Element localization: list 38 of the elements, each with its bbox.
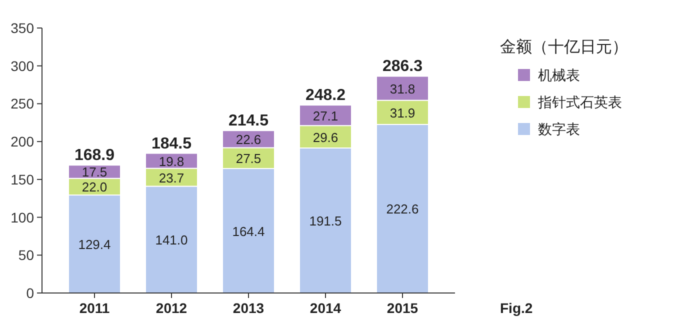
data-label: 31.9	[390, 105, 416, 120]
total-label: 214.5	[228, 112, 269, 130]
y-tick-label: 300	[10, 58, 34, 74]
data-label: 31.8	[390, 81, 416, 96]
legend-label: 数字表	[538, 121, 580, 137]
total-label: 248.2	[305, 87, 346, 104]
data-label: 22.6	[236, 132, 262, 148]
y-tick-label: 350	[10, 20, 34, 36]
data-label: 164.4	[232, 224, 265, 239]
data-label: 27.5	[236, 151, 262, 166]
x-tick-label: 2014	[310, 300, 342, 316]
y-tick-label: 250	[10, 96, 34, 112]
y-tick-label: 100	[10, 209, 34, 226]
legend-label: 机械表	[538, 67, 580, 83]
x-tick-label: 2015	[386, 300, 418, 316]
data-label: 141.0	[155, 232, 188, 248]
y-tick-label: 200	[10, 134, 34, 150]
data-label: 17.5	[82, 164, 108, 180]
y-tick-label: 0	[26, 285, 34, 301]
data-label: 222.6	[386, 202, 419, 217]
x-tick-label: 2011	[79, 300, 110, 316]
total-label: 286.3	[382, 58, 423, 76]
data-label: 19.8	[158, 154, 184, 169]
data-label: 22.0	[82, 180, 108, 195]
y-tick-label: 50	[18, 247, 34, 264]
legend-title: 金额（十亿日元）	[500, 38, 628, 56]
legend-label: 指针式石英表	[537, 94, 622, 110]
x-tick-label: 2012	[156, 300, 188, 316]
total-label: 168.9	[74, 147, 115, 164]
data-label: 23.7	[158, 170, 184, 186]
data-label: 27.1	[312, 108, 338, 124]
data-label: 191.5	[309, 214, 342, 229]
caption: Fig.2	[500, 300, 533, 316]
data-label: 129.4	[78, 237, 111, 252]
data-label: 29.6	[312, 130, 338, 145]
total-label: 184.5	[151, 135, 192, 152]
y-tick-label: 150	[10, 171, 34, 188]
x-tick-label: 2013	[232, 300, 264, 316]
